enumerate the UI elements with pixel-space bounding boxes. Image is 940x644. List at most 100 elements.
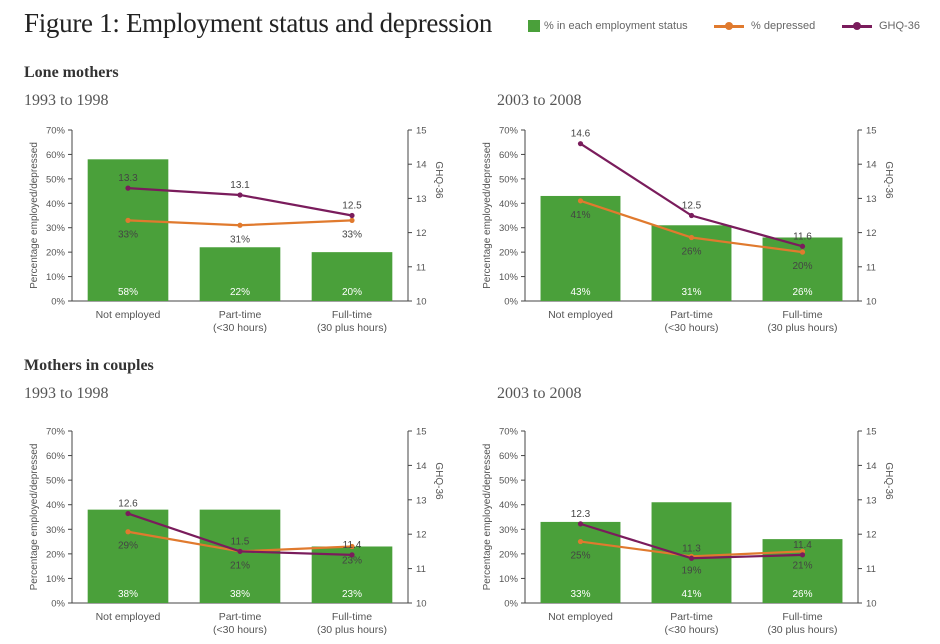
x-category-label: Not employed — [96, 611, 161, 623]
y2-tick-label: 13 — [416, 495, 427, 506]
y2-tick-label: 12 — [866, 530, 877, 541]
y2-tick-label: 13 — [866, 194, 877, 205]
y2-tick-label: 15 — [416, 427, 427, 438]
bar-value-label: 23% — [342, 589, 362, 600]
y2-tick-label: 11 — [866, 564, 876, 575]
bar-value-label: 43% — [570, 287, 590, 298]
ghq-point — [349, 552, 355, 558]
bar-value-label: 38% — [118, 589, 138, 600]
ghq-value-label: 11.3 — [682, 543, 701, 554]
ghq-value-label: 13.1 — [230, 180, 250, 191]
ghq-point — [799, 552, 806, 558]
y-tick-label: 30% — [46, 525, 66, 536]
ghq-point — [688, 555, 695, 561]
y-tick-label: 10% — [46, 574, 66, 585]
ghq-value-label: 12.3 — [571, 509, 591, 520]
depressed-value-label: 41% — [570, 210, 590, 221]
depressed-value-label: 21% — [230, 560, 250, 571]
y-axis-title: Percentage employed/depressed — [29, 142, 40, 289]
bar — [540, 195, 621, 301]
bar — [311, 252, 393, 301]
bar-value-label: 20% — [342, 287, 362, 298]
y-tick-label: 10% — [46, 272, 66, 283]
depressed-point — [799, 249, 806, 255]
x-category-label: (30 plus hours) — [767, 624, 837, 636]
period-label: 1993 to 1998 — [24, 385, 109, 402]
y-tick-label: 10% — [499, 574, 519, 585]
y-tick-label: 50% — [46, 476, 66, 487]
y-tick-label: 50% — [499, 174, 519, 185]
y-tick-label: 40% — [499, 199, 519, 210]
bar-value-label: 41% — [681, 589, 701, 600]
y-tick-label: 0% — [51, 297, 65, 308]
depressed-point — [688, 234, 695, 241]
ghq-value-label: 12.5 — [342, 201, 362, 212]
depressed-point — [577, 198, 584, 204]
x-category-label: (30 plus hours) — [767, 322, 837, 334]
ghq-point — [577, 141, 584, 147]
depressed-value-label: 25% — [570, 551, 590, 562]
y2-tick-label: 13 — [416, 194, 427, 205]
y-tick-label: 30% — [46, 223, 66, 234]
x-category-label: (<30 hours) — [665, 322, 719, 334]
ghq-point — [125, 510, 131, 517]
y-tick-label: 60% — [499, 150, 519, 161]
ghq-value-label: 11.4 — [343, 540, 362, 551]
y2-axis-title: GHQ-36 — [883, 161, 894, 199]
depressed-point — [237, 222, 243, 228]
x-category-label: Part-time — [219, 309, 262, 321]
figure-title: Figure 1: Employment status and depressi… — [24, 8, 493, 38]
legend-swatch-ghq-dot — [853, 22, 861, 30]
bar-value-label: 26% — [792, 589, 812, 600]
y-tick-label: 60% — [46, 150, 66, 161]
y-axis-title: Percentage employed/depressed — [29, 444, 40, 591]
ghq-value-label: 13.3 — [118, 173, 138, 184]
ghq-value-label: 12.5 — [682, 201, 702, 212]
x-category-label: (30 plus hours) — [317, 322, 387, 334]
y2-tick-label: 14 — [866, 461, 877, 472]
y-tick-label: 30% — [499, 525, 519, 536]
ghq-point — [349, 212, 355, 219]
y2-tick-label: 10 — [416, 599, 427, 610]
y-tick-label: 30% — [499, 223, 519, 234]
x-category-label: Full-time — [782, 309, 822, 321]
y-tick-label: 60% — [46, 451, 66, 462]
y2-tick-label: 15 — [416, 126, 427, 137]
depressed-point — [125, 529, 131, 535]
x-category-label: Full-time — [332, 309, 372, 321]
ghq-value-label: 11.6 — [793, 231, 812, 242]
x-category-label: Not employed — [96, 309, 161, 321]
y2-tick-label: 12 — [416, 530, 427, 541]
y2-tick-label: 13 — [866, 495, 877, 506]
legend-label-ghq: GHQ-36 — [879, 20, 920, 32]
y-axis-title: Percentage employed/depressed — [482, 142, 493, 289]
y-tick-label: 20% — [46, 248, 66, 259]
bar-value-label: 22% — [230, 287, 250, 298]
y-tick-label: 50% — [46, 174, 66, 185]
y2-tick-label: 14 — [416, 160, 427, 171]
ghq-point — [577, 521, 584, 527]
y2-axis-title: GHQ-36 — [433, 161, 444, 199]
y-tick-label: 40% — [499, 500, 519, 511]
bar-value-label: 26% — [792, 287, 812, 298]
ghq-point — [125, 185, 131, 191]
x-category-label: Not employed — [548, 611, 613, 623]
period-label: 1993 to 1998 — [24, 92, 109, 109]
y2-tick-label: 10 — [866, 599, 877, 610]
depressed-value-label: 26% — [681, 246, 701, 257]
y-tick-label: 0% — [504, 297, 518, 308]
x-category-label: Part-time — [670, 309, 713, 321]
y-axis-title: Percentage employed/depressed — [482, 444, 493, 591]
y2-tick-label: 12 — [866, 228, 877, 239]
ghq-value-label: 11.5 — [231, 536, 250, 547]
x-category-label: Part-time — [219, 611, 262, 623]
bar — [199, 509, 281, 603]
ghq-value-label: 12.6 — [118, 499, 138, 510]
x-category-label: (<30 hours) — [665, 624, 719, 636]
section-title-mothers-in-couples: Mothers in couples — [24, 357, 154, 374]
bar-value-label: 31% — [681, 287, 701, 298]
y-tick-label: 70% — [499, 126, 519, 137]
y2-tick-label: 10 — [866, 297, 877, 308]
